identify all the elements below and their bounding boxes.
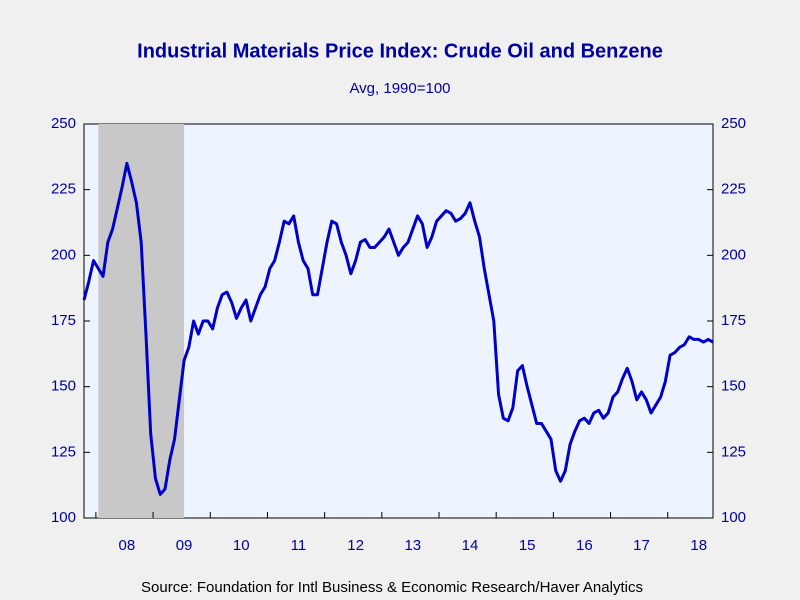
- y2-tick-label: 125: [721, 443, 746, 460]
- y2-tick-label: 100: [721, 509, 746, 526]
- chart-subtitle: Avg, 1990=100: [349, 80, 450, 97]
- y2-tick-label: 250: [721, 115, 746, 132]
- y2-tick-label: 150: [721, 378, 746, 395]
- y2-tick-label: 200: [721, 246, 746, 263]
- source: Source: Foundation for Intl Business & E…: [141, 579, 643, 596]
- y-tick-label: 250: [51, 115, 76, 132]
- y-tick-label: 100: [51, 509, 76, 526]
- x-tick-label: 13: [404, 537, 421, 554]
- x-tick-label: 17: [633, 537, 650, 554]
- x-tick-label: 09: [176, 537, 193, 554]
- x-tick-label: 12: [347, 537, 364, 554]
- x-tick-label: 08: [119, 537, 136, 554]
- y-tick-label: 150: [51, 378, 76, 395]
- y-tick-label: 200: [51, 246, 76, 263]
- x-tick-label: 18: [690, 537, 707, 554]
- x-tick-label: 14: [462, 537, 479, 554]
- data-line: [82, 161, 714, 496]
- y2-tick-label: 225: [721, 181, 746, 198]
- y-tick-label: 175: [51, 312, 76, 329]
- recession-shade: [98, 124, 185, 518]
- y2-tick-label: 175: [721, 312, 746, 329]
- x-tick-label: 11: [291, 537, 307, 554]
- y-tick-label: 225: [51, 181, 76, 198]
- plot-area: [83, 123, 714, 519]
- y-tick-label: 125: [51, 443, 76, 460]
- x-tick-label: 15: [519, 537, 536, 554]
- chart-title: Industrial Materials Price Index: Crude …: [137, 40, 663, 62]
- x-tick-label: 16: [576, 537, 593, 554]
- x-tick-label: 10: [233, 537, 250, 554]
